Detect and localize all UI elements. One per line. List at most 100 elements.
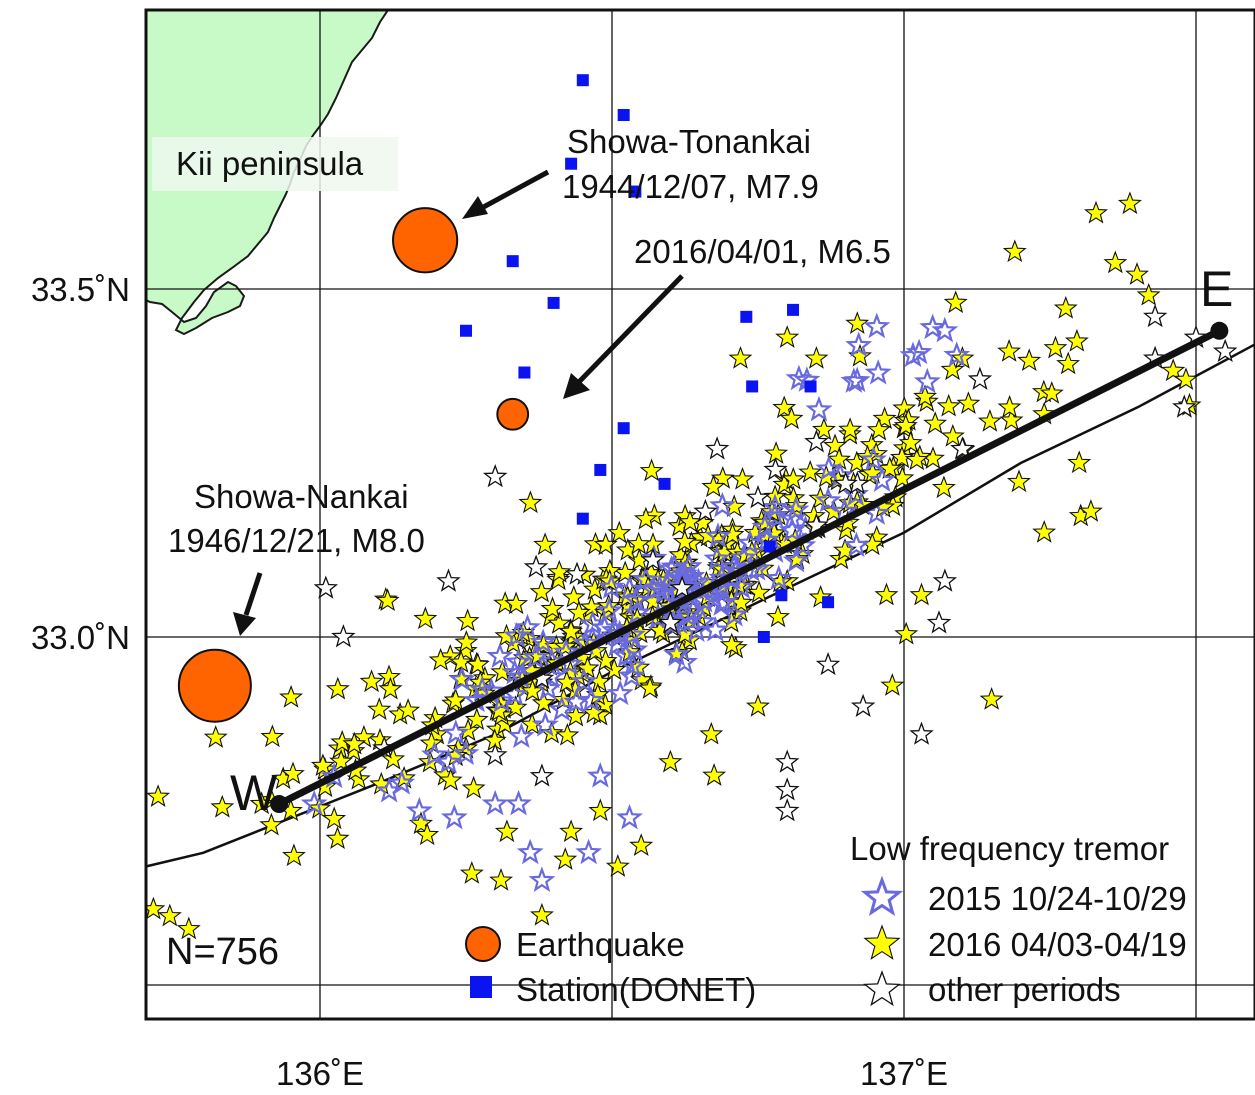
station-marker: [576, 74, 589, 87]
tremor-2016: [428, 647, 453, 671]
station-marker: [547, 296, 560, 309]
tremor-2016: [375, 588, 400, 612]
tremor-2016: [1017, 348, 1042, 372]
tremor-2016: [260, 724, 285, 748]
tremor-2016: [999, 407, 1024, 431]
tremor-2016: [845, 311, 870, 334]
tremor-2016: [367, 697, 392, 720]
tremor-layer: [146, 191, 1238, 940]
tremor-2016: [1083, 200, 1109, 224]
tremor-2016: [494, 819, 519, 843]
tremor-2015: [805, 395, 833, 422]
tremor-2015: [468, 675, 496, 702]
profile-w-label: W: [230, 765, 278, 821]
tremor-2015: [481, 789, 509, 816]
tremor-2015: [501, 658, 529, 685]
tremor-2016: [781, 466, 806, 490]
tremor-2016: [997, 339, 1022, 362]
tremor-2016: [310, 753, 335, 777]
tremor-2015: [548, 695, 576, 722]
tremor-2016: [1039, 381, 1064, 404]
tremor-2015: [679, 596, 707, 623]
tremor-2016: [1007, 469, 1031, 493]
station-marker: [804, 380, 817, 393]
tremor-2016: [559, 819, 584, 843]
tremor-2016: [575, 655, 600, 679]
tremor-2016: [747, 580, 772, 604]
tremor-2015: [448, 665, 476, 692]
tremor-2016: [702, 763, 727, 786]
tremor-2016: [722, 494, 747, 518]
tremor-other: [926, 610, 952, 634]
tremor-2016: [1043, 335, 1068, 359]
tremor-2016: [282, 843, 306, 867]
tremor-2016: [979, 687, 1004, 710]
tremor-2016: [415, 822, 440, 846]
tremor-other: [1212, 338, 1238, 362]
tremor-other: [804, 429, 829, 453]
tremor-2016: [453, 638, 478, 662]
tremor-2016: [940, 423, 965, 447]
tremor-2016: [396, 698, 421, 721]
station-marker: [740, 310, 753, 323]
tremor-2015: [507, 722, 535, 749]
tremor-2016: [531, 690, 556, 714]
tremor-2015: [632, 565, 660, 592]
tremor-2016: [553, 634, 578, 657]
tremor-2016: [701, 474, 726, 498]
tremor-2015: [704, 522, 732, 548]
tremor-2016: [784, 493, 809, 517]
tremor-2016: [859, 432, 884, 456]
tremor-2015: [710, 588, 738, 615]
tremor-2015: [529, 628, 557, 654]
nankai-name: Showa-Nankai: [194, 478, 409, 515]
tremor-2015: [421, 740, 448, 767]
tremor-2015: [442, 719, 470, 745]
tremor-2016: [559, 619, 583, 643]
tremor-2016: [157, 903, 182, 927]
y-tick-label: 33.5˚N: [31, 271, 130, 308]
legend-earthquake-label: Earthquake: [516, 926, 685, 963]
profile-e-endpoint: [1210, 321, 1229, 340]
station-marker: [518, 366, 531, 379]
tremor-other: [704, 436, 730, 460]
tremor-2016: [1125, 262, 1149, 285]
tremor-other: [909, 721, 934, 745]
tremor-2016: [766, 604, 791, 628]
station-marker: [658, 477, 671, 490]
station-marker: [617, 109, 630, 121]
tremor-2016: [784, 546, 809, 570]
tremor-2015: [845, 331, 873, 358]
legend-tremor-other-marker: [863, 970, 901, 1007]
tremor-other: [950, 436, 975, 460]
tremor-2016: [823, 433, 847, 457]
tremor-2016: [530, 902, 554, 926]
tremor-2015: [782, 546, 810, 573]
arrow-tonankai: [476, 169, 550, 213]
axis-labels: 136˚E 137˚E 33.5˚N 33.0˚N: [31, 271, 948, 1092]
legend-tremor-2015-marker: [860, 875, 904, 917]
tremor-2016: [838, 417, 863, 440]
tremor-other: [436, 568, 461, 592]
tremor-2016: [279, 684, 303, 708]
tremor-2016: [638, 676, 662, 699]
tremor-2016: [1161, 358, 1186, 382]
station-marker: [460, 324, 472, 337]
tremor-2015: [670, 559, 699, 586]
tremor-2016: [889, 445, 914, 469]
station-marker: [757, 631, 770, 643]
tremor-other: [774, 798, 800, 822]
tremor-2016: [1067, 450, 1092, 474]
tremor-2016: [454, 630, 479, 653]
tremor-2016: [798, 460, 823, 483]
tremor-2015: [562, 687, 590, 714]
tremor-2015: [570, 667, 598, 694]
y-tick-label: 33.0˚N: [31, 619, 130, 656]
tremor-2016: [745, 694, 771, 717]
tremor-2016: [664, 640, 689, 664]
tremor-2015: [919, 313, 947, 340]
tremor-2016: [378, 676, 403, 700]
tremor-2015: [606, 679, 634, 706]
tremor-2016: [633, 506, 658, 530]
tremor-2016: [931, 475, 956, 499]
